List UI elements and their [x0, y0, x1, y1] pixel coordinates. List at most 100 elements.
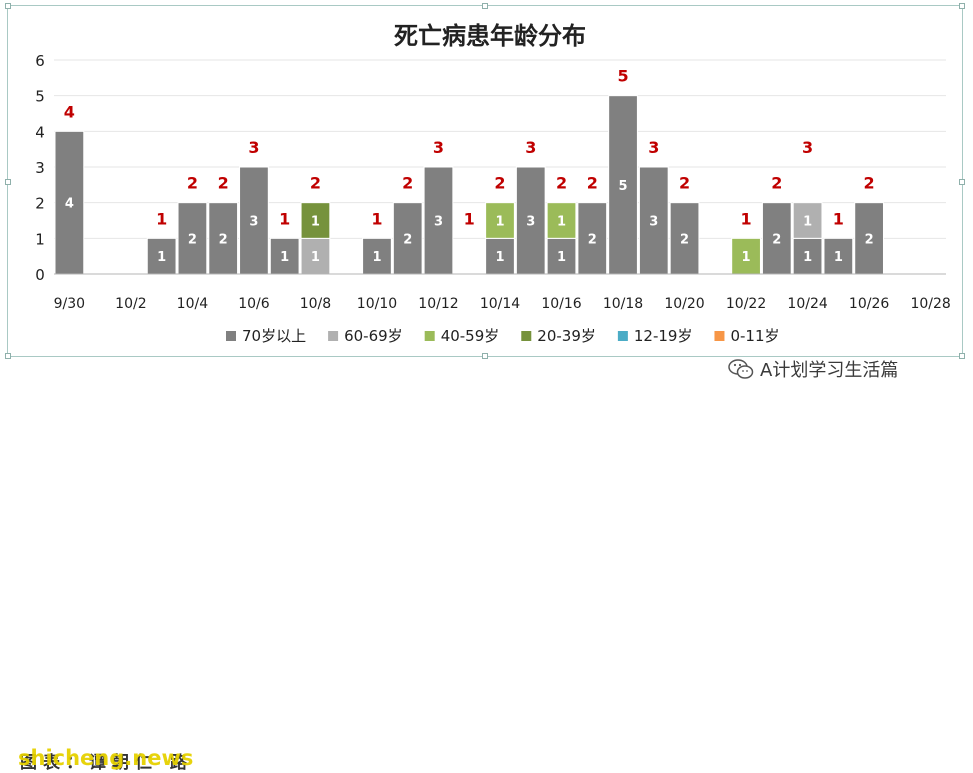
bar-segment	[638, 166, 669, 275]
bar-segment-label: 1	[834, 250, 843, 265]
x-tick-label: 10/22	[726, 296, 766, 312]
total-label: 3	[248, 138, 259, 157]
y-tick-label: 2	[35, 195, 45, 213]
y-tick-label: 4	[35, 123, 45, 141]
legend-swatch	[424, 331, 435, 341]
x-tick-label: 10/16	[541, 296, 581, 312]
legend-swatch	[226, 331, 236, 341]
x-axis-ticks: 9/30 10/2 10/4 10/6 10/8 10/10 10/12 10/14 10/16…	[54, 296, 951, 312]
total-label: 3	[648, 138, 659, 157]
bar-segment-label: 2	[403, 232, 412, 247]
x-tick-label: 10/10	[357, 296, 397, 312]
bar-segment	[854, 202, 884, 275]
x-tick-label: 10/26	[849, 296, 889, 312]
total-label: 2	[187, 174, 198, 193]
legend-label: 20-39岁	[537, 327, 596, 345]
x-tick-label: 10/8	[300, 296, 331, 312]
bar-segment-label: 1	[803, 250, 812, 265]
bar-segment-label: 3	[649, 215, 658, 230]
bar-segment-label: 1	[803, 215, 812, 230]
total-label: 2	[218, 174, 229, 193]
y-tick-label: 3	[35, 159, 45, 177]
legend-swatch	[617, 331, 628, 341]
bar-segment	[146, 237, 177, 275]
total-label: 1	[279, 209, 290, 228]
watermark-site: shicheng.news	[18, 746, 194, 770]
bar-segment-label: 2	[219, 232, 228, 247]
bar-segment-label: 1	[311, 250, 320, 265]
y-axis-ticks: 0 1 2 3 4 5 6	[35, 52, 45, 284]
total-label: 1	[740, 209, 751, 228]
x-tick-label: 10/24	[787, 296, 827, 312]
legend-label: 0-11岁	[730, 327, 779, 345]
total-label: 2	[864, 174, 875, 193]
bar-segment	[546, 202, 577, 239]
bar-segment	[300, 202, 331, 239]
legend-label: 12-19岁	[634, 327, 693, 345]
bar-segment	[485, 202, 515, 239]
bar-segment	[546, 237, 577, 275]
total-label: 2	[494, 174, 505, 193]
resize-handle-bottom-left[interactable]	[5, 353, 11, 359]
bar-segment-label: 2	[772, 232, 781, 247]
bar-segment-label: 3	[526, 215, 535, 230]
bar-segment	[577, 202, 608, 275]
bar-segment-label: 1	[372, 250, 381, 265]
x-tick-label: 10/14	[480, 296, 520, 312]
bar-segment-label: 1	[557, 250, 566, 265]
total-label: 2	[587, 174, 598, 193]
bar-segment-label: 1	[495, 215, 504, 230]
x-tick-label: 10/28	[910, 296, 950, 312]
total-label: 1	[833, 209, 844, 228]
resize-handle-middle-left[interactable]	[5, 179, 11, 185]
bar-segment-label: 5	[619, 179, 628, 194]
bar-segment-label: 4	[65, 197, 74, 212]
wechat-icon	[728, 359, 754, 379]
total-label: 1	[156, 209, 167, 228]
total-label: 2	[310, 174, 321, 193]
resize-handle-top-right[interactable]	[959, 3, 965, 9]
total-label: 3	[433, 138, 444, 157]
bar-segment-label: 3	[434, 215, 443, 230]
y-tick-label: 6	[35, 52, 45, 70]
x-tick-label: 10/12	[418, 296, 458, 312]
y-tick-label: 0	[35, 266, 45, 284]
bar-segment	[761, 202, 792, 275]
total-label: 2	[402, 174, 413, 193]
x-tick-label: 10/2	[115, 296, 146, 312]
bar-segment-label: 3	[249, 215, 258, 230]
bar-segment-label: 1	[557, 215, 566, 230]
total-label: 3	[802, 138, 813, 157]
x-tick-label: 10/6	[238, 296, 270, 312]
bar-segment	[54, 130, 85, 275]
resize-handle-top-left[interactable]	[5, 3, 11, 9]
bar-segment	[362, 237, 392, 275]
x-tick-label: 9/30	[54, 296, 85, 312]
bar-segment-label: 1	[742, 250, 751, 265]
bar-segment-label: 1	[280, 250, 289, 265]
legend-label: 60-69岁	[344, 327, 403, 345]
bar-segment	[269, 237, 300, 275]
x-tick-label: 10/20	[664, 296, 704, 312]
bar-segment	[485, 237, 515, 275]
legend-label: 40-59岁	[441, 327, 500, 345]
y-tick-label: 1	[35, 230, 45, 248]
bar-segment-label: 2	[588, 232, 597, 247]
bar-segment-label: 1	[495, 250, 504, 265]
total-label: 2	[679, 174, 690, 193]
x-tick-label: 10/18	[603, 296, 643, 312]
bar-segment	[731, 237, 761, 275]
legend-label: 70岁以上	[242, 327, 306, 345]
resize-handle-bottom-right[interactable]	[959, 353, 965, 359]
bar-segment	[792, 202, 823, 239]
legend-swatch	[328, 331, 339, 341]
resize-handle-top-center[interactable]	[482, 3, 488, 9]
bar-segment	[423, 166, 454, 275]
resize-handle-middle-right[interactable]	[959, 179, 965, 185]
total-label: 4	[64, 102, 75, 121]
y-tick-label: 5	[35, 88, 45, 106]
bar-segment	[608, 95, 638, 275]
resize-handle-bottom-center[interactable]	[482, 353, 488, 359]
